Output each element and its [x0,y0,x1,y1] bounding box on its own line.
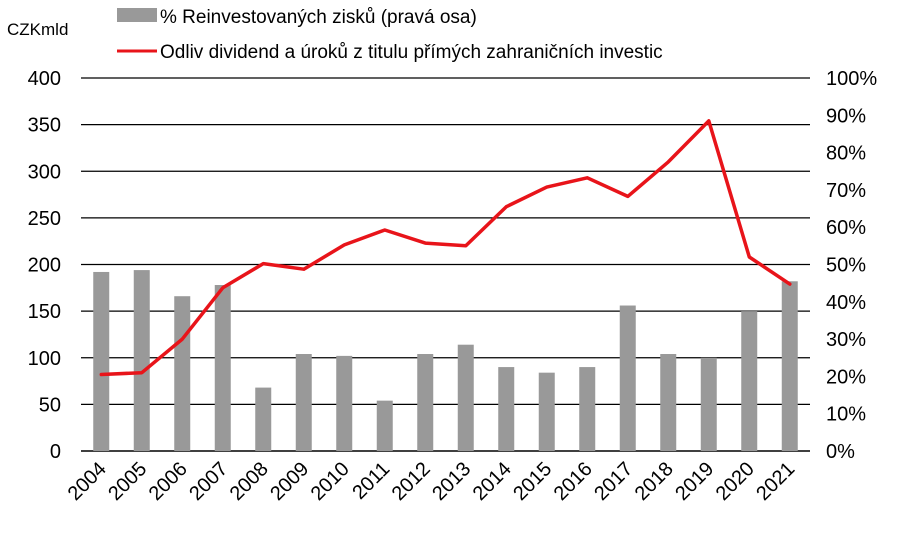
x-tick-label: 2012 [388,458,435,505]
bar [781,281,798,451]
dividend-outflow-line [99,119,792,377]
legend-bar-swatch [117,8,157,22]
bar [457,344,474,451]
bar [133,270,150,451]
bar [376,400,393,451]
left-tick-label: 350 [28,115,61,137]
x-tick-label: 2019 [671,458,718,505]
x-tick-label: 2018 [631,458,678,505]
right-tick-label: 40% [826,292,866,314]
x-tick-label: 2006 [145,458,192,505]
right-tick-label: 90% [826,105,866,127]
right-axis-ticks: 0% 10% 20% 30% 40% 50% 60% 70% 80% 90% 100% [826,68,877,463]
x-axis-ticks: 2004200520062007200820092010201120122013… [64,458,800,505]
line-series [99,119,792,377]
left-axis-ticks: 0 50 100 150 200 250 300 350 400 [28,68,61,463]
x-tick-label: 2015 [509,458,556,505]
bar [538,372,555,451]
bar [579,367,596,451]
x-tick-label: 2020 [712,458,759,505]
right-tick-label: 50% [826,255,866,277]
legend-line-label: Odliv dividend a úroků z titulu přímých … [160,42,663,63]
x-tick-label: 2013 [428,458,475,505]
left-tick-label: 300 [28,161,61,183]
x-tick-label: 2021 [752,458,799,505]
gridlines [81,77,810,452]
bar [255,387,272,451]
x-tick-label: 2014 [469,458,516,505]
left-tick-label: 0 [50,441,61,463]
right-tick-label: 30% [826,329,866,351]
bar [295,354,312,451]
left-axis-unit-label: CZKmld [7,20,68,39]
bar [660,354,677,451]
left-tick-label: 150 [28,301,61,323]
bar [214,285,231,451]
bar [619,305,636,451]
left-tick-label: 100 [28,348,61,370]
bar [174,296,191,451]
legend-bar-label: % Reinvestovaných zisků (pravá osa) [160,7,477,28]
x-tick-label: 2009 [266,458,313,505]
left-tick-label: 400 [28,68,61,90]
bar [93,271,110,451]
right-tick-label: 100% [826,68,877,90]
bar [498,367,515,451]
bar [336,355,353,451]
bar [741,311,758,451]
legend: % Reinvestovaných zisků (pravá osa) Odli… [117,7,663,63]
right-tick-label: 20% [826,366,866,388]
right-tick-label: 80% [826,143,866,165]
right-tick-label: 60% [826,217,866,239]
right-tick-label: 70% [826,180,866,202]
right-tick-label: 0% [826,441,855,463]
bar [700,357,717,451]
x-tick-label: 2005 [104,458,151,505]
x-tick-label: 2017 [590,458,637,505]
x-tick-label: 2016 [550,458,597,505]
x-tick-label: 2008 [226,458,273,505]
x-tick-label: 2007 [185,458,232,505]
left-tick-label: 250 [28,208,61,230]
x-tick-label: 2004 [64,458,111,505]
left-tick-label: 200 [28,255,61,277]
x-tick-label: 2010 [307,458,354,505]
right-tick-label: 10% [826,404,866,426]
bar-series [93,270,798,451]
left-tick-label: 50 [39,394,61,416]
x-tick-label: 2011 [348,458,394,504]
bar [417,354,434,451]
